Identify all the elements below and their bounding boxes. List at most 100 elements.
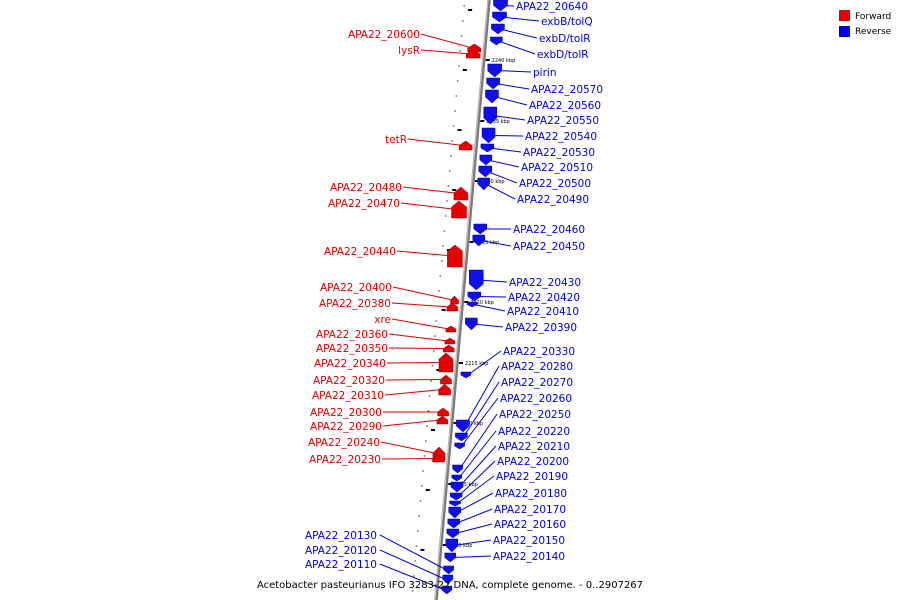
- reverse-gene-block: [450, 481, 464, 493]
- forward-gene-leader: [400, 202, 458, 210]
- reverse-gene-block: [454, 442, 465, 450]
- reverse-gene-block: [487, 63, 503, 78]
- forward-gene-block: [440, 374, 452, 385]
- reverse-gene-leader: [487, 171, 518, 184]
- reverse-gene-leader: [456, 492, 494, 513]
- genome-caption: Acetobacter pasteurianus IFO 3283-22 DNA…: [257, 580, 643, 591]
- forward-gene-label: APA22_20480: [330, 182, 402, 194]
- forward-gene-label: APA22_20300: [310, 407, 382, 419]
- reverse-gene-label: APA22_20510: [521, 162, 593, 174]
- legend-label-forward: Forward: [855, 12, 891, 22]
- forward-gene-leader: [388, 333, 448, 342]
- reverse-gene-block: [445, 538, 459, 553]
- scale-tick-label: 2200 kbp: [449, 543, 473, 549]
- reverse-gene-block: [449, 500, 461, 507]
- reverse-gene-leader: [455, 508, 493, 524]
- scale-tick-label: 2240 kbp: [492, 58, 516, 64]
- forward-gene-label: APA22_20380: [319, 298, 391, 310]
- reverse-gene-block: [443, 565, 454, 575]
- forward-gene-label: APA22_20240: [308, 437, 380, 449]
- forward-gene-block: [438, 383, 451, 396]
- forward-gene-label: xre: [374, 314, 391, 326]
- forward-gene-leader: [386, 362, 444, 364]
- reverse-gene-label: APA22_20390: [505, 322, 577, 334]
- forward-gene-leader: [382, 419, 441, 427]
- reverse-gene-label: pirin: [533, 67, 556, 79]
- reverse-gene-leader: [478, 279, 508, 283]
- reverse-gene-leader: [379, 549, 447, 580]
- reverse-gene-label: APA22_20530: [523, 147, 595, 159]
- forward-gene-leader: [380, 441, 438, 454]
- reverse-gene-label: APA22_20410: [507, 306, 579, 318]
- reverse-gene-label: APA22_20120: [305, 545, 377, 557]
- reverse-gene-leader: [379, 534, 447, 571]
- reverse-gene-block: [490, 36, 503, 46]
- reverse-gene-label: APA22_20560: [529, 100, 601, 112]
- forward-gene-block: [458, 140, 473, 151]
- scale-tick-label: 2205 kbp: [454, 482, 478, 488]
- reverse-gene-block: [465, 317, 478, 331]
- reverse-gene-block: [492, 11, 507, 23]
- reverse-gene-label: APA22_20200: [497, 456, 569, 468]
- forward-gene-label: APA22_20350: [316, 343, 388, 355]
- reverse-gene-label: APA22_20220: [498, 426, 570, 438]
- reverse-gene-leader: [496, 70, 532, 73]
- reverse-gene-leader: [452, 555, 492, 558]
- reverse-gene-leader: [490, 135, 524, 137]
- forward-gene-block: [444, 337, 456, 345]
- forward-gene-block: [467, 43, 482, 53]
- reverse-gene-leader: [489, 147, 522, 153]
- forward-gene-leader: [391, 318, 450, 330]
- reverse-gene-leader: [499, 28, 538, 39]
- reverse-gene-leader: [467, 350, 502, 376]
- forward-gene-block: [450, 295, 459, 305]
- legend-swatch-reverse: [839, 26, 850, 37]
- forward-gene-leader: [381, 458, 437, 460]
- reverse-gene-label: exbD/tolR: [539, 33, 591, 45]
- reverse-gene-block: [446, 528, 460, 539]
- forward-gene-block: [447, 244, 463, 268]
- reverse-gene-label: APA22_20420: [508, 292, 580, 304]
- reverse-gene-leader: [458, 445, 497, 488]
- reverse-gene-label: APA22_20490: [517, 194, 589, 206]
- forward-gene-block: [437, 407, 449, 417]
- forward-gene-leader: [402, 186, 459, 194]
- legend-label-reverse: Reverse: [855, 27, 892, 37]
- reverse-gene-label: APA22_20570: [531, 84, 603, 96]
- forward-gene-label: lysR: [398, 45, 420, 57]
- reverse-gene-block: [452, 464, 463, 474]
- forward-gene-label: APA22_20320: [313, 375, 385, 387]
- reverse-gene-label: APA22_20550: [527, 115, 599, 127]
- forward-gene-block: [453, 186, 469, 201]
- reverse-gene-block: [444, 552, 457, 563]
- tick-marks: 2240 kbp 2235 kbp 2230 kbp 2225 kbp 2220 kbp…: [411, 5, 516, 592]
- forward-gene-leader: [385, 379, 444, 381]
- reverse-gene-label: exbD/tolR: [537, 49, 589, 61]
- scale-tick-label: 2220 kbp: [470, 300, 494, 306]
- reverse-gene-leader: [464, 365, 500, 427]
- reverse-gene-leader: [461, 397, 499, 447]
- reverse-gene-leader: [493, 96, 528, 106]
- reverse-gene-leader: [473, 304, 506, 312]
- forward-gene-label: APA22_20340: [314, 358, 386, 370]
- forward-gene-label: APA22_20290: [310, 421, 382, 433]
- scale-tick-label: 2230 kbp: [481, 179, 505, 185]
- forward-gene-block: [451, 200, 467, 219]
- reverse-gene-label: APA22_20270: [501, 377, 573, 389]
- reverse-gene-block: [442, 574, 454, 585]
- reverse-gene-leader: [502, 5, 515, 7]
- reverse-gene-leader: [501, 16, 540, 22]
- reverse-gene-label: APA22_20500: [519, 178, 591, 190]
- genome-backbone: [434, 0, 491, 600]
- forward-gene-label: APA22_20400: [320, 282, 392, 294]
- scale-tick-label: 2215 kbp: [465, 361, 489, 367]
- forward-gene-label: APA22_20440: [324, 246, 396, 258]
- reverse-gene-block: [478, 165, 493, 178]
- reverse-gene-block: [491, 23, 505, 35]
- forward-gene-leader: [384, 389, 443, 396]
- reverse-gene-leader: [485, 183, 516, 200]
- reverse-gene-leader: [458, 430, 497, 479]
- reverse-gene-label: APA22_20250: [499, 409, 571, 421]
- reverse-gene-block: [483, 106, 498, 125]
